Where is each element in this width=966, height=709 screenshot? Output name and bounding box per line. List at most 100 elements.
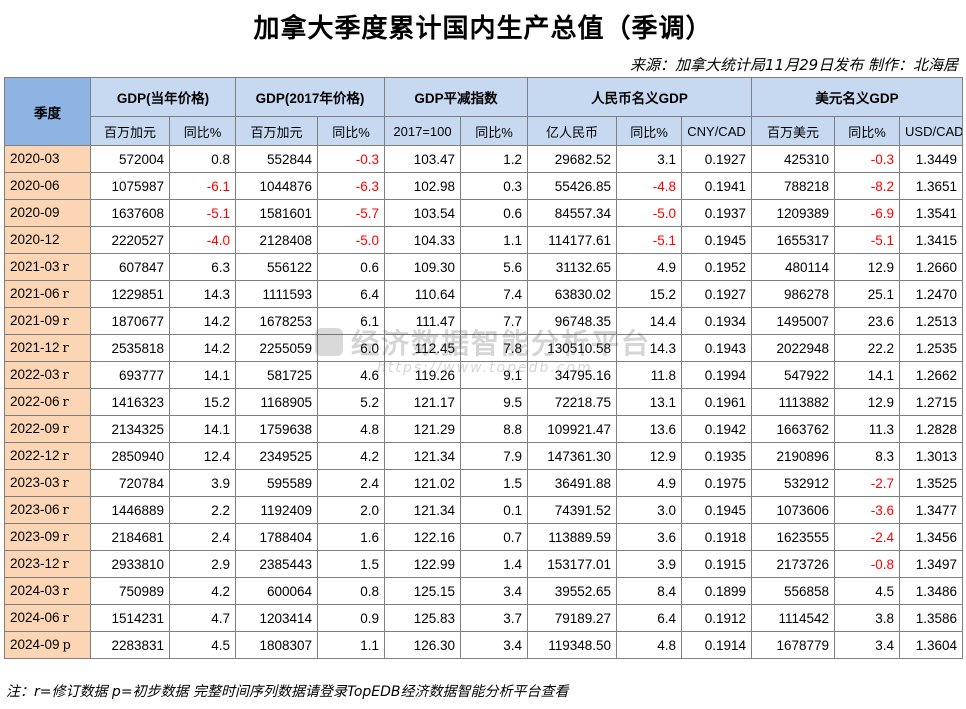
table-row: 2023-09 r 2184681 2.4 1788404 1.6 122.16 0.7 113… xyxy=(4,523,964,551)
data-cell: 1.1 xyxy=(317,631,385,659)
data-cell: -8.2 xyxy=(834,172,901,200)
data-cell: -6.3 xyxy=(317,172,385,200)
data-cell: 125.15 xyxy=(384,577,461,605)
data-cell: 3.9 xyxy=(169,469,236,497)
data-cell: 130510.58 xyxy=(527,334,618,362)
data-cell: 121.02 xyxy=(384,469,461,497)
data-cell: 39552.65 xyxy=(527,577,618,605)
data-cell: 153177.01 xyxy=(527,550,618,578)
sub-header: 百万加元 xyxy=(90,116,170,146)
data-cell: 0.1942 xyxy=(681,415,753,443)
revision-flag: r xyxy=(62,530,69,545)
group-header-usd-gdp: 美元名义GDP xyxy=(751,77,964,117)
data-cell: 1.3456 xyxy=(899,523,964,551)
data-cell: 121.34 xyxy=(384,442,461,470)
quarter-cell: 2024-09 p xyxy=(4,631,91,659)
data-cell: 6.1 xyxy=(317,307,385,335)
data-cell: 2190896 xyxy=(751,442,836,470)
data-cell: -4.8 xyxy=(616,172,683,200)
data-cell: 3.8 xyxy=(834,604,901,632)
revision-flag: r xyxy=(62,584,69,599)
revision-flag: r xyxy=(62,611,69,626)
data-cell: 14.3 xyxy=(616,334,683,362)
data-cell: 8.8 xyxy=(459,415,529,443)
data-cell: 103.54 xyxy=(384,199,461,227)
data-cell: 63830.02 xyxy=(527,280,618,308)
data-cell: 0.1899 xyxy=(681,577,753,605)
quarter-cell: 2022-09 r xyxy=(4,415,91,443)
data-cell: 147361.30 xyxy=(527,442,618,470)
data-cell: 552844 xyxy=(235,145,318,173)
data-cell: 1663762 xyxy=(751,415,836,443)
source-line: 来源：加拿大统计局11月29日发布 制作：北海居 xyxy=(630,56,958,74)
data-cell: 15.2 xyxy=(169,388,236,416)
data-cell: 1655317 xyxy=(751,226,836,254)
data-cell: 2022948 xyxy=(751,334,836,362)
data-cell: -4.0 xyxy=(169,226,236,254)
data-cell: 1.5 xyxy=(459,469,529,497)
quarter-cell: 2020-09 xyxy=(4,199,91,227)
table-row: 2020-12 2220527 -4.0 2128408 -5.0 104.33 1.1 11… xyxy=(4,226,964,254)
quarter-cell: 2020-03 xyxy=(4,145,91,173)
data-cell: 1.3449 xyxy=(899,145,964,173)
data-cell: 14.2 xyxy=(169,307,236,335)
data-cell: 0.1914 xyxy=(681,631,753,659)
data-cell: 102.98 xyxy=(384,172,461,200)
data-cell: 2.4 xyxy=(169,523,236,551)
data-cell: 25.1 xyxy=(834,280,901,308)
data-cell: -5.0 xyxy=(616,199,683,227)
data-cell: 788218 xyxy=(751,172,836,200)
data-cell: 121.29 xyxy=(384,415,461,443)
quarter-label: 2022-12 xyxy=(10,448,60,463)
data-cell: 1808307 xyxy=(235,631,318,659)
revision-flag: r xyxy=(62,341,69,356)
data-cell: 9.5 xyxy=(459,388,529,416)
quarter-cell: 2022-12 r xyxy=(4,442,91,470)
data-cell: -2.7 xyxy=(834,469,901,497)
table-row: 2024-06 r 1514231 4.7 1203414 0.9 125.83 3.7 791… xyxy=(4,604,964,632)
data-cell: 110.64 xyxy=(384,280,461,308)
data-cell: 0.1935 xyxy=(681,442,753,470)
quarter-cell: 2023-06 r xyxy=(4,496,91,524)
data-cell: 119.26 xyxy=(384,361,461,389)
table-row: 2021-06 r 1229851 14.3 1111593 6.4 110.64 7.4 63… xyxy=(4,280,964,308)
data-cell: 1114542 xyxy=(751,604,836,632)
quarter-cell: 2022-03 r xyxy=(4,361,91,389)
data-cell: 2850940 xyxy=(90,442,170,470)
data-cell: 0.1961 xyxy=(681,388,753,416)
data-cell: 1192409 xyxy=(235,496,318,524)
data-cell: 14.1 xyxy=(169,361,236,389)
sub-header: 2017=100 xyxy=(384,116,461,146)
data-cell: 0.1945 xyxy=(681,496,753,524)
group-header-deflator: GDP平减指数 xyxy=(383,77,529,117)
data-cell: -0.3 xyxy=(317,145,385,173)
data-cell: 1209389 xyxy=(751,199,836,227)
quarter-label: 2023-06 xyxy=(10,502,60,517)
data-cell: 0.1945 xyxy=(681,226,753,254)
sub-header: 百万加元 xyxy=(235,116,318,146)
data-cell: 1.2660 xyxy=(899,253,964,281)
data-cell: 6.4 xyxy=(616,604,683,632)
data-cell: 6.4 xyxy=(317,280,385,308)
data-cell: 1.5 xyxy=(317,550,385,578)
data-cell: 720784 xyxy=(90,469,170,497)
data-cell: -3.6 xyxy=(834,496,901,524)
data-cell: 2128408 xyxy=(235,226,318,254)
table-row: 2021-09 r 1870677 14.2 1678253 6.1 111.47 7.7 96… xyxy=(4,307,964,335)
data-cell: 1073606 xyxy=(751,496,836,524)
data-cell: 1678779 xyxy=(751,631,836,659)
data-cell: 1.3477 xyxy=(899,496,964,524)
data-cell: 1.4 xyxy=(459,550,529,578)
data-cell: 96748.35 xyxy=(527,307,618,335)
quarter-label: 2022-03 xyxy=(10,367,60,382)
data-cell: 0.8 xyxy=(169,145,236,173)
data-cell: 0.8 xyxy=(317,577,385,605)
data-cell: 12.4 xyxy=(169,442,236,470)
data-cell: 1870677 xyxy=(90,307,170,335)
data-cell: 1168905 xyxy=(235,388,318,416)
data-cell: 2.4 xyxy=(317,469,385,497)
data-cell: 4.2 xyxy=(317,442,385,470)
revision-flag: p xyxy=(62,638,71,653)
data-cell: 14.1 xyxy=(834,361,901,389)
quarter-cell: 2021-03 r xyxy=(4,253,91,281)
